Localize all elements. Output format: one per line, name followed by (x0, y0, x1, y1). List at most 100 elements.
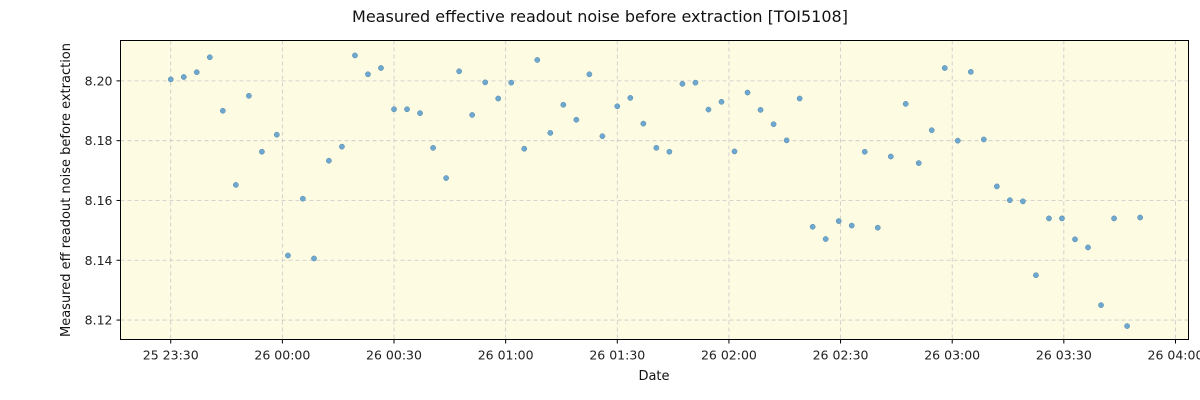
grid-lines (120, 40, 1189, 340)
data-point (861, 148, 868, 155)
data-point (874, 224, 881, 231)
plot-frame (120, 40, 1189, 340)
data-point (941, 65, 948, 71)
y-tick-label: 8.14 (85, 253, 113, 268)
data-point (299, 195, 306, 202)
data-point (809, 223, 816, 230)
data-point (586, 71, 593, 78)
data-point (915, 160, 922, 166)
data-point (326, 157, 332, 164)
data-point (417, 110, 423, 117)
y-tick-label: 8.12 (85, 313, 113, 328)
data-point (1007, 197, 1013, 204)
chart-title: Measured effective readout noise before … (352, 7, 848, 26)
y-axis-label: Measured eff readout noise before extrac… (59, 43, 74, 337)
data-point (233, 182, 239, 188)
data-point (744, 89, 751, 96)
data-point (954, 137, 961, 144)
data-point (219, 107, 226, 114)
data-point (443, 175, 449, 181)
data-point (391, 106, 397, 113)
data-point (614, 103, 621, 110)
y-tick-label: 8.16 (85, 193, 113, 208)
data-point (469, 112, 476, 118)
data-point (430, 144, 436, 151)
data-point (928, 127, 935, 134)
x-tick-label: 26 02:30 (813, 348, 869, 363)
data-point (627, 95, 634, 101)
data-point (339, 143, 345, 150)
x-tick-label: 26 03:30 (1036, 348, 1092, 363)
data-point (599, 133, 606, 140)
y-tick-label: 8.18 (85, 133, 113, 148)
x-tick-label: 26 01:30 (589, 348, 645, 363)
data-point (285, 252, 291, 259)
y-tick-label: 8.20 (85, 73, 113, 88)
data-point (404, 106, 410, 113)
data-point (311, 255, 317, 262)
x-tick-label: 26 02:00 (701, 348, 757, 363)
plot-area (120, 40, 1189, 340)
data-point (783, 137, 790, 144)
data-point (757, 107, 764, 113)
data-point (495, 95, 502, 102)
data-point (1124, 323, 1130, 329)
x-tick-label: 26 03:00 (924, 348, 980, 363)
data-point (1085, 244, 1091, 251)
data-point (967, 69, 974, 75)
data-point (521, 145, 528, 152)
data-point (640, 120, 647, 127)
data-point (718, 98, 725, 105)
data-point (534, 57, 541, 63)
data-point (365, 71, 371, 78)
x-axis: 25 23:30 26 00:00 26 00:30 26 01:00 26 01:30… (143, 339, 1200, 363)
x-tick-label: 26 00:00 (254, 348, 310, 363)
data-point (692, 79, 699, 86)
data-point (547, 130, 554, 136)
data-point (1098, 302, 1104, 308)
data-point (835, 218, 842, 224)
data-point (980, 136, 987, 143)
data-point (705, 106, 712, 113)
data-point (1059, 215, 1065, 222)
data-point (246, 92, 252, 99)
data-point (1111, 215, 1117, 222)
data-point (731, 148, 738, 155)
x-tick-label: 26 00:30 (366, 348, 422, 363)
data-point (902, 101, 909, 107)
data-point (1072, 236, 1078, 243)
data-point (273, 131, 280, 138)
data-point (1137, 214, 1143, 221)
data-point (679, 81, 686, 87)
y-axis: 8.12 8.14 8.16 8.18 8.20 (85, 73, 121, 328)
x-axis-label: Date (638, 369, 669, 384)
data-point (796, 95, 803, 102)
data-point (770, 121, 777, 128)
data-point (848, 222, 855, 229)
data-point (653, 144, 660, 151)
data-point (822, 236, 829, 242)
data-point (482, 79, 489, 86)
data-point (259, 148, 265, 155)
data-point (1046, 215, 1052, 222)
data-point (167, 76, 174, 83)
data-point (180, 74, 187, 80)
data-point (206, 54, 213, 61)
data-point (994, 183, 1000, 190)
data-point (573, 116, 580, 123)
x-tick-label: 26 04:00 (1148, 348, 1200, 363)
x-tick-label: 25 23:30 (143, 348, 199, 363)
data-point (193, 69, 200, 76)
data-point (560, 101, 567, 108)
data-point (1020, 198, 1026, 205)
data-point (352, 52, 358, 59)
data-point (1033, 272, 1039, 279)
data-point (666, 148, 673, 155)
data-point (456, 68, 462, 75)
x-tick-label: 26 01:00 (478, 348, 534, 363)
data-point (508, 79, 515, 86)
data-points (167, 52, 1143, 329)
data-point (887, 153, 894, 160)
data-point (378, 65, 384, 71)
